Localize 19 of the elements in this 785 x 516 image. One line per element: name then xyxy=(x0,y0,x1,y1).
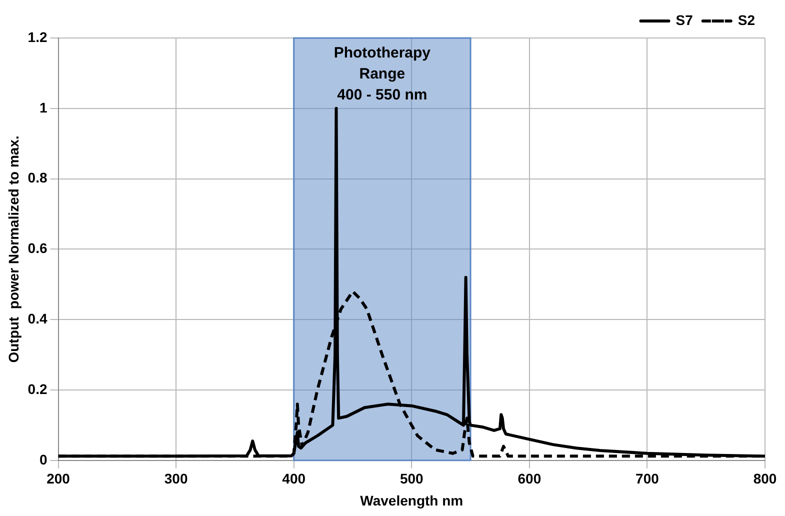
y-tick-label: 0 xyxy=(39,451,48,468)
x-tick-label: 500 xyxy=(400,470,424,487)
x-tick-label: 300 xyxy=(164,470,188,487)
y-tick-label: 1 xyxy=(39,99,48,116)
legend-label: S2 xyxy=(738,12,756,28)
y-tick-label: 1.2 xyxy=(28,28,48,45)
x-axis-title: Wavelength nm xyxy=(360,492,464,508)
y-tick-label: 0.2 xyxy=(28,380,48,397)
x-tick-label: 800 xyxy=(753,470,777,487)
x-tick-label: 400 xyxy=(282,470,306,487)
x-tick-label: 700 xyxy=(636,470,660,487)
y-tick-label: 0.8 xyxy=(28,170,48,186)
legend-label: S7 xyxy=(676,12,694,28)
y-tick-label: 0.6 xyxy=(28,240,48,256)
y-tick-label: 0.4 xyxy=(28,310,48,326)
band-label: Phototherapy Range 400 - 550 nm xyxy=(334,44,432,104)
y-axis-title: Output power Normalized to max. xyxy=(5,136,22,363)
x-tick-label: 600 xyxy=(518,470,542,487)
x-tick-label: 200 xyxy=(46,470,70,487)
